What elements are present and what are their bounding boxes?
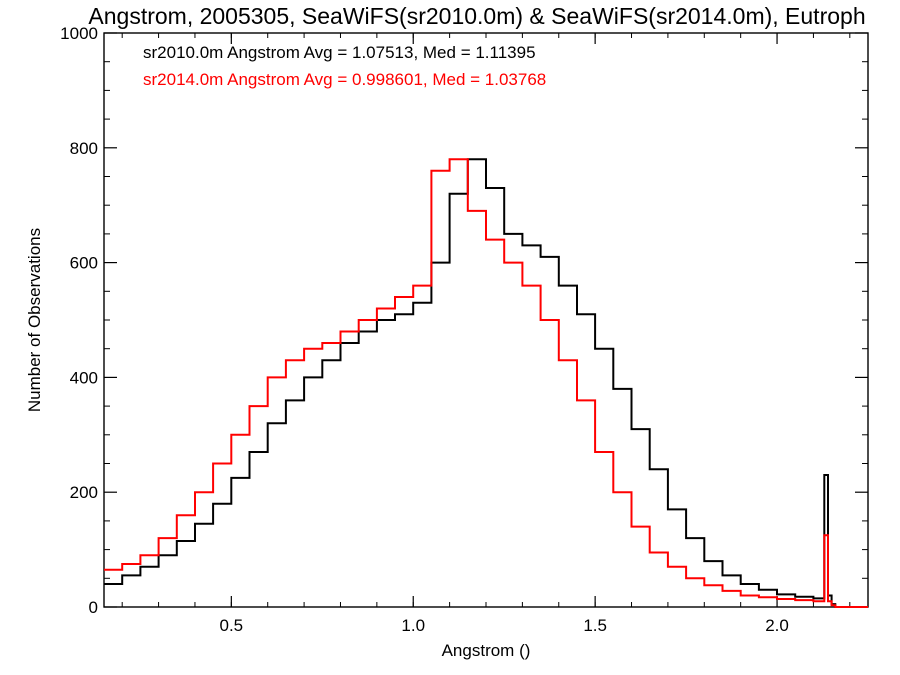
y-axis-label: Number of Observations	[25, 228, 44, 412]
annotations: sr2010.0m Angstrom Avg = 1.07513, Med = …	[143, 43, 546, 89]
y-tick-label: 1000	[60, 24, 98, 43]
x-axis-label: Angstrom ()	[442, 641, 531, 660]
chart-title: Angstrom, 2005305, SeaWiFS(sr2010.0m) & …	[88, 3, 865, 29]
x-axis: 0.5 1.0 1.5 2.0	[121, 33, 851, 635]
series-line-1	[104, 158, 868, 608]
series-layer	[104, 158, 868, 608]
annotation-text-2: sr2014.0m Angstrom Avg = 0.998601, Med =…	[143, 70, 546, 89]
series-line-2	[104, 158, 868, 608]
y-axis: 0 200 400 600 800 1000	[60, 24, 868, 617]
y-tick-label: 600	[70, 254, 98, 273]
y-tick-label: 200	[70, 483, 98, 502]
x-tick-label: 1.5	[583, 616, 607, 635]
y-tick-label: 400	[70, 368, 98, 387]
plot-frame	[103, 32, 869, 608]
annotation-text-1: sr2010.0m Angstrom Avg = 1.07513, Med = …	[143, 43, 536, 62]
x-tick-label: 0.5	[220, 616, 244, 635]
y-tick-label: 800	[70, 139, 98, 158]
y-tick-label: 0	[89, 598, 98, 617]
x-tick-label: 2.0	[765, 616, 789, 635]
x-tick-label: 1.0	[401, 616, 425, 635]
